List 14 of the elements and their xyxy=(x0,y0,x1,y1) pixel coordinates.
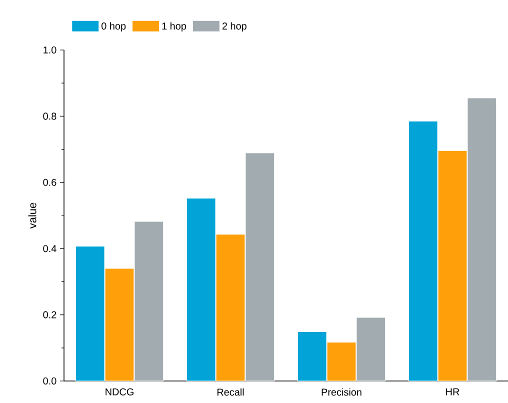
y-tick-label: 0.8 xyxy=(43,112,56,120)
legend-label: 1 hop xyxy=(162,22,186,32)
x-tick-label: HR xyxy=(446,388,460,396)
y-tick-label: 0.6 xyxy=(43,178,56,186)
x-tick-label: Recall xyxy=(217,388,244,396)
x-tick-label: NDCG xyxy=(106,388,134,396)
y-tick-label: 1.0 xyxy=(44,46,56,54)
x-tick-label: Precision xyxy=(322,388,362,396)
y-tick-label: 0.4 xyxy=(43,245,56,252)
legend-label: 0 hop xyxy=(102,22,126,32)
legend-label: 2 hop xyxy=(222,22,246,32)
y-tick-label: 0.0 xyxy=(43,377,56,385)
y-tick-label: 0.2 xyxy=(43,311,56,318)
y-axis-title: value xyxy=(28,202,36,229)
